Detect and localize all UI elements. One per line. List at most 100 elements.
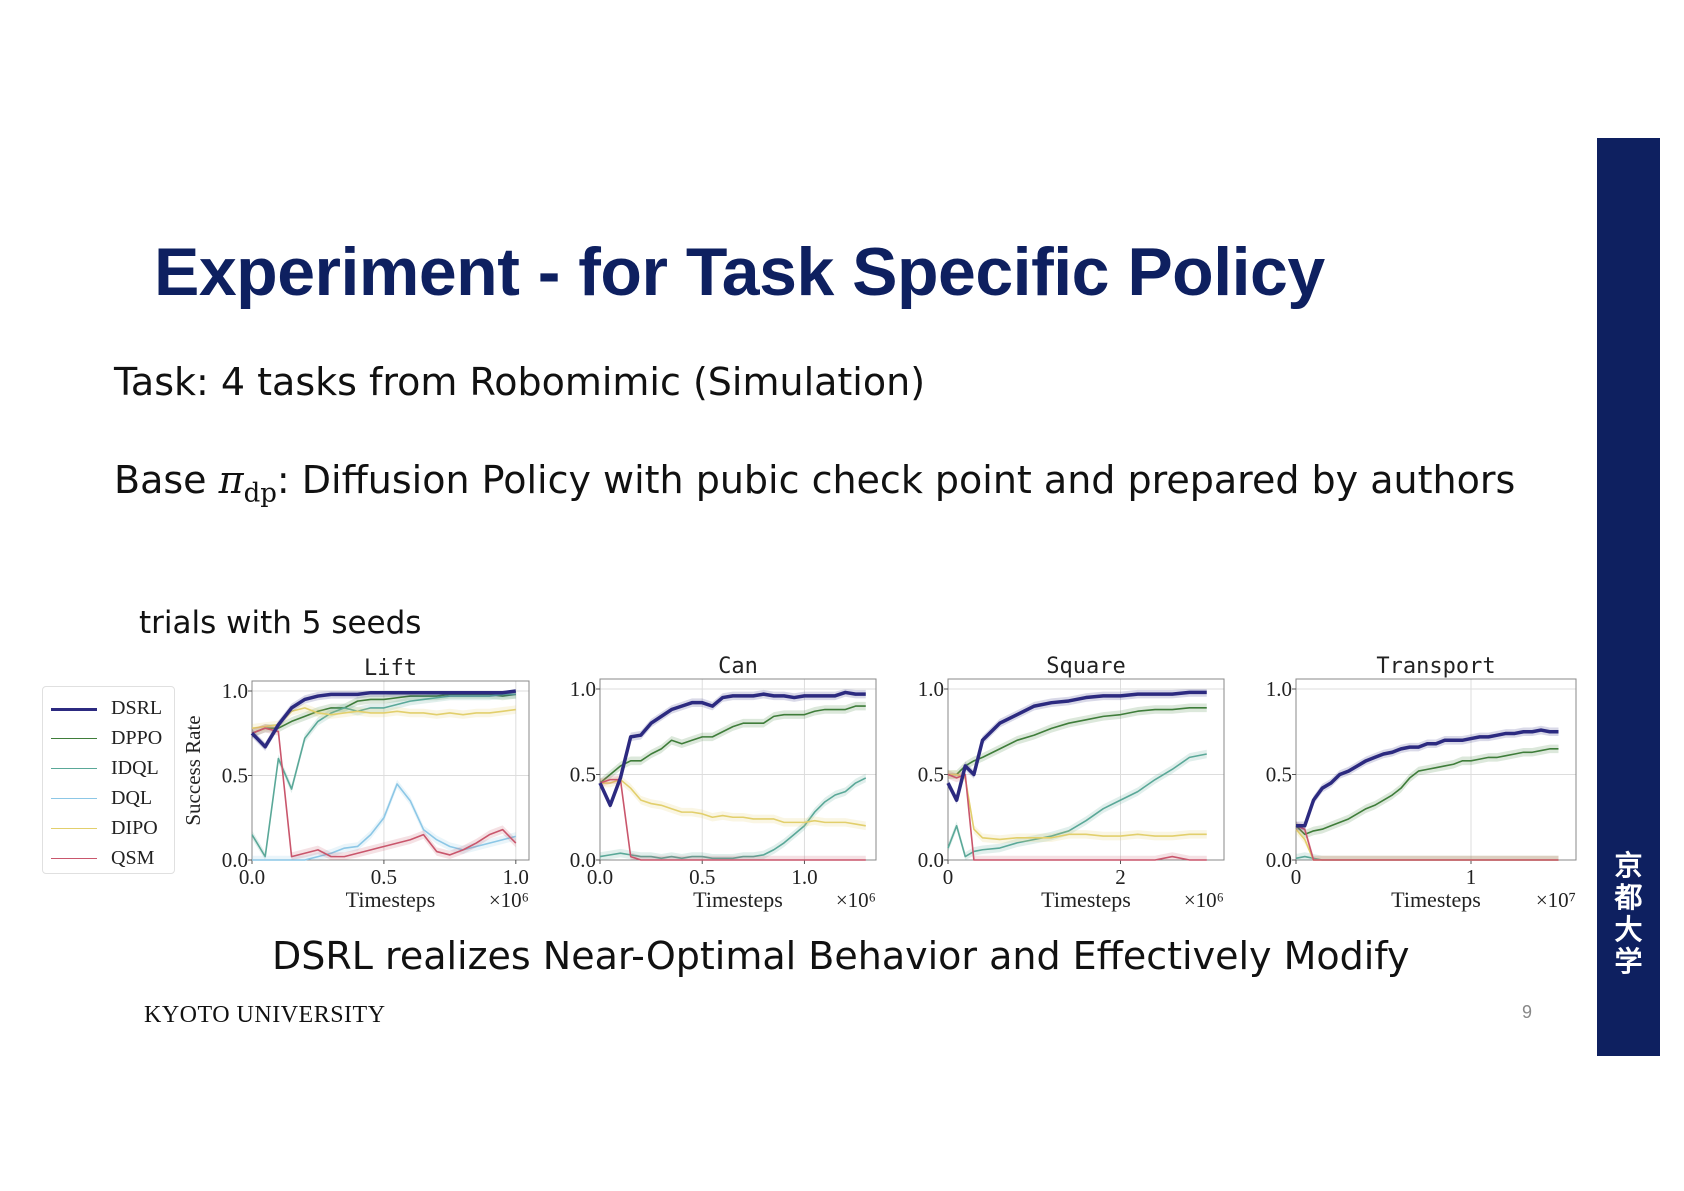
series-band-dppo [600,701,866,788]
legend-swatch [51,798,97,799]
chart-panel-can: 0.0 0.5 1.0 0.0 0.5 1.0 Can Timesteps ×10⁶ [570,654,877,912]
series-band-dipo [600,775,866,831]
legend-item-dppo: DPPO [51,727,171,751]
x-tick-label: 1 [1466,865,1477,889]
x-tick-label: 1.0 [791,865,817,889]
page-number: 9 [1522,1002,1533,1022]
legend-swatch [51,708,97,711]
series-line-dipo [948,773,1207,841]
legend-label: DSRL [111,697,163,719]
y-tick-label: 1.0 [918,677,944,701]
series-band-idql [1296,852,1559,860]
series-band-dipo [948,770,1207,844]
seal-char: 学 [1614,945,1643,978]
series-line-dsrl [1296,728,1559,828]
legend-label: QSM [111,847,155,869]
series-line-idql [251,693,516,858]
chart-title: Transport [1376,654,1495,679]
y-tick-label: 0.0 [222,848,248,872]
brand-sidebar: 京 都 大 学 [1597,138,1660,1056]
series-line-qsm [251,727,517,858]
x-tick-label: 0.5 [689,865,715,889]
series-line-dipo [1295,828,1559,861]
x-scale-label: ×10⁶ [836,888,876,912]
legend-item-dql: DQL [51,787,171,811]
base-policy-description: Base πdp: Diffusion Policy with pubic ch… [114,458,1515,509]
series-line-dql [252,783,517,861]
y-tick-label: 0.5 [918,763,944,787]
chart-title: Square [1046,654,1125,679]
y-tick-label: 0.5 [570,763,596,787]
pi-symbol: πdp [218,458,277,509]
series-line-qsm [947,773,1207,861]
y-tick-label: 1.0 [222,679,248,703]
pi-subscript: dp [243,478,277,509]
legend-swatch [51,738,97,739]
pi-letter: π [218,458,244,502]
x-tick-label: 0 [1291,865,1302,889]
legend-item-dsrl: DSRL [51,697,171,721]
series-band-dipo [252,703,516,733]
series-line-idql [599,777,867,860]
x-tick-label: 0.0 [587,865,613,889]
y-tick-label: 0.0 [918,848,944,872]
legend-swatch [51,828,97,829]
chart-panel-lift: 0.0 0.5 1.0 0.0 0.5 1.0 Lift Timesteps ×10⁶ Succe… [181,656,530,912]
x-tick-label: 1.0 [503,865,529,889]
base-suffix: : Diffusion Policy with pubic check poin… [276,458,1516,502]
legend-swatch [51,768,97,769]
x-scale-label: ×10⁶ [1184,888,1224,912]
y-axis-label: Success Rate [181,715,205,825]
series-band-dppo [948,703,1207,779]
legend-label: DIPO [111,817,158,839]
series-line-dsrl [946,690,1207,802]
seal-char: 大 [1614,913,1643,946]
y-tick-label: 1.0 [1266,677,1292,701]
plot-frame [251,680,530,861]
chart-title: Can [718,654,758,679]
y-tick-label: 0.0 [570,848,596,872]
series-line-dipo [600,778,866,827]
x-axis-label: Timesteps [346,887,436,912]
series-band-dql [252,779,516,860]
seal-char: 都 [1614,881,1643,914]
chart-panel-square: 0.0 0.5 1.0 0 2 Square Timesteps ×10⁶ [918,654,1225,912]
x-tick-label: 2 [1115,865,1126,889]
task-description: Task: 4 tasks from Robomimic (Simulation… [114,360,926,404]
legend-label: DQL [111,787,153,809]
trials-note: trials with 5 seeds [139,605,422,641]
series-band-qsm [1296,821,1559,860]
y-tick-label: 0.5 [222,764,248,788]
legend-label: IDQL [111,757,159,779]
university-seal-text: 京 都 大 学 [1597,850,1660,978]
series-line-dsrl [250,689,517,749]
seal-char: 京 [1614,849,1643,882]
x-scale-label: ×10⁶ [489,888,529,912]
series-band-idql [600,773,866,860]
chart-legend: DSRL DPPO IDQL DQL DIPO QSM [42,686,175,874]
legend-label: DPPO [111,727,163,749]
slide-title: Experiment - for Task Specific Policy [154,234,1325,310]
x-axis-label: Timesteps [1391,887,1481,912]
chart-title: Lift [364,656,417,681]
x-tick-label: 0.5 [371,865,397,889]
series-band-dipo [1296,824,1559,860]
university-footer: KYOTO UNIVERSITY [144,1002,386,1028]
series-band-dppo [1296,744,1559,839]
base-prefix: Base [114,458,219,502]
series-line-dppo [599,705,866,784]
legend-item-dipo: DIPO [51,817,171,841]
series-line-qsm [599,778,866,861]
conclusion-text: DSRL realizes Near-Optimal Behavior and … [272,934,1410,978]
x-axis-label: Timesteps [1041,887,1131,912]
x-tick-label: 0 [943,865,954,889]
legend-swatch [51,858,97,859]
y-tick-label: 1.0 [570,677,596,701]
series-band-dsrl [1296,725,1559,831]
x-axis-label: Timesteps [693,887,783,912]
legend-item-qsm: QSM [51,847,171,871]
series-line-dppo [1295,748,1559,836]
chart-panel-transport: 0.0 0.5 1.0 0 1 Transport Timesteps ×10⁷ [1266,654,1577,912]
legend-item-idql: IDQL [51,757,171,781]
